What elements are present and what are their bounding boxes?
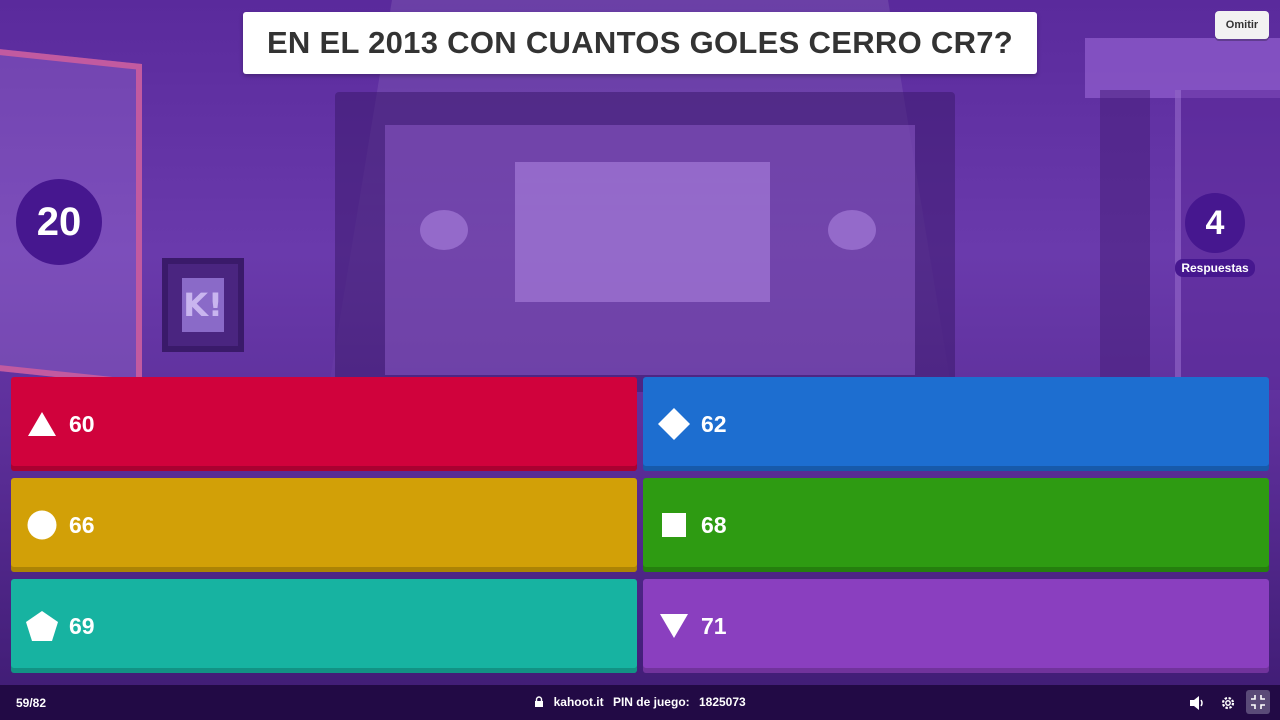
lock-icon (534, 695, 547, 709)
answer-option-purple[interactable]: 71 (643, 579, 1269, 673)
diamond-icon (657, 407, 691, 441)
background-curtain (1100, 90, 1150, 390)
answers-counter: 4 Respuestas (1172, 193, 1258, 277)
answer-text: 62 (701, 410, 727, 437)
square-icon (657, 508, 691, 542)
question-progress: 59/82 (16, 696, 47, 710)
answer-option-blue[interactable]: 62 (643, 377, 1269, 471)
bottom-bar: 59/82 kahoot.it PIN de juego: 1825073 (0, 685, 1280, 720)
skip-button[interactable]: Omitir (1215, 11, 1269, 39)
game-info: kahoot.it PIN de juego: 1825073 (0, 695, 1280, 709)
answer-text: 66 (69, 511, 95, 538)
circle-icon (25, 508, 59, 542)
inverted-triangle-icon (657, 609, 691, 643)
background-speaker-left (420, 210, 468, 250)
pin-value: 1825073 (698, 695, 746, 709)
answers-count: 4 (1205, 203, 1225, 242)
background-picture-frame: K! (162, 258, 244, 352)
answers-label: Respuestas (1175, 259, 1255, 277)
background-tv (335, 92, 955, 392)
pin-label: PIN de juego: (612, 695, 690, 709)
background-tv-screen (385, 125, 915, 375)
countdown-timer: 20 (16, 179, 102, 265)
answer-text: 71 (701, 612, 727, 639)
question-title: EN EL 2013 CON CUANTOS GOLES CERRO CR7? (266, 25, 1014, 60)
pentagon-icon (25, 609, 59, 643)
background-tv-panel (515, 162, 770, 302)
triangle-icon (25, 407, 59, 441)
answer-option-red[interactable]: 60 (11, 377, 637, 471)
background-logo: K! (182, 278, 224, 332)
answer-option-teal[interactable]: 69 (11, 579, 637, 673)
site-name: kahoot.it (553, 695, 604, 709)
answer-text: 60 (69, 410, 95, 437)
gear-icon[interactable] (1218, 693, 1238, 713)
answer-option-green[interactable]: 68 (643, 478, 1269, 572)
question-box: EN EL 2013 CON CUANTOS GOLES CERRO CR7? (243, 12, 1037, 74)
exit-fullscreen-icon[interactable] (1246, 690, 1270, 714)
answer-text: 69 (69, 612, 95, 639)
background-speaker-right (828, 210, 876, 250)
answers-count-badge: 4 (1185, 193, 1245, 253)
answer-option-yellow[interactable]: 66 (11, 478, 637, 572)
volume-icon[interactable] (1188, 693, 1208, 713)
background-curtain-top (1085, 38, 1280, 98)
timer-value: 20 (36, 199, 82, 244)
answer-text: 68 (701, 511, 727, 538)
